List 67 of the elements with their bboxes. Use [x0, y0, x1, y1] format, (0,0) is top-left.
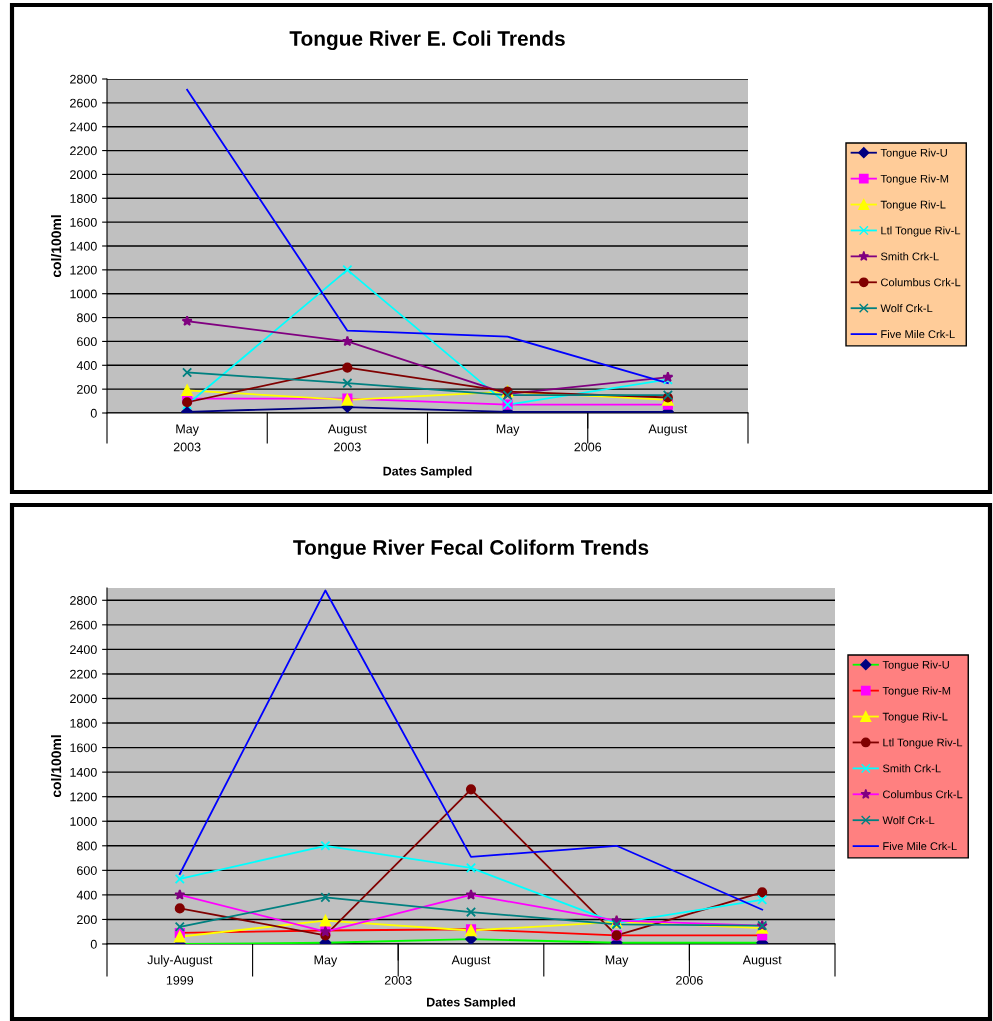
- legend-label: Columbus Crk-L: [883, 790, 963, 799]
- y-tick-label: 400: [76, 361, 97, 370]
- x-axis-title: Dates Sampled: [427, 997, 515, 1009]
- y-tick-label: 1200: [70, 265, 97, 275]
- y-tick-label: 1800: [70, 718, 97, 728]
- y-tick-label: 200: [77, 915, 97, 925]
- x-axis-title: Dates Sampled: [383, 466, 472, 478]
- y-tick-label: 800: [76, 841, 97, 851]
- y-tick-label: 1000: [70, 289, 97, 299]
- y-tick-label: 600: [77, 337, 97, 347]
- y-axis-title: col/100ml: [50, 215, 62, 278]
- legend-label: Five Mile Crk-L: [881, 329, 955, 339]
- y-tick-label: 0: [90, 408, 97, 418]
- legend-label: Wolf Crk-L: [882, 816, 935, 825]
- legend-label: Five Mile Crk-L: [883, 841, 957, 851]
- y-tick-label: 2000: [70, 170, 97, 180]
- text: 1999: [166, 975, 194, 985]
- x-tick-label: May: [314, 955, 338, 967]
- legend-label: Ltl Tongue Riv-L: [881, 226, 961, 237]
- legend-label: Tongue Riv-U: [880, 148, 947, 159]
- legend-label: Smith Crk-L: [882, 764, 941, 773]
- text: 2003: [173, 442, 201, 452]
- legend-label: Wolf Crk-L: [880, 304, 933, 313]
- y-tick-label: 2000: [70, 694, 97, 704]
- y-tick-label: 800: [76, 313, 97, 323]
- y-tick-label: 1800: [70, 194, 97, 203]
- text: 2003: [384, 975, 412, 985]
- x-tick-label: May: [176, 424, 199, 436]
- x-tick-label: August: [451, 955, 491, 967]
- y-tick-label: 2400: [70, 122, 97, 132]
- x-tick-label: August: [648, 424, 688, 436]
- legend-label: Ltl Tongue Riv-L: [883, 738, 963, 749]
- y-axis-title: col/100ml: [50, 735, 62, 798]
- legend-label: Tongue Riv-L: [882, 712, 948, 723]
- y-tick-label: 2800: [70, 74, 97, 84]
- text: 2006: [574, 442, 602, 452]
- x-tick-label: August: [742, 955, 782, 967]
- y-tick-label: 1400: [70, 241, 97, 251]
- x-tick-label: July-August: [147, 955, 213, 967]
- y-tick-label: 2800: [70, 596, 97, 605]
- legend-label: Tongue Riv-L: [880, 200, 946, 211]
- legend-label: Columbus Crk-L: [881, 278, 961, 287]
- y-tick-label: 2400: [70, 645, 97, 655]
- y-tick-label: 400: [76, 890, 97, 900]
- y-tick-label: 0: [90, 939, 97, 949]
- chart-title: Tongue River E. Coli Trends: [289, 30, 565, 51]
- chart-title: Tongue River Fecal Coliform Trends: [293, 539, 649, 560]
- x-tick-label: May: [496, 424, 520, 436]
- y-tick-label: 1600: [70, 743, 97, 753]
- y-tick-label: 1400: [70, 767, 97, 777]
- y-tick-label: 1600: [70, 217, 97, 227]
- y-tick-label: 200: [77, 384, 97, 394]
- y-tick-label: 2600: [70, 98, 97, 108]
- y-tick-label: 1200: [70, 792, 97, 802]
- y-tick-label: 2200: [70, 669, 97, 679]
- x-tick-label: August: [327, 424, 367, 436]
- y-tick-label: 1000: [70, 817, 97, 826]
- text: 2003: [334, 442, 361, 452]
- x-tick-label: May: [605, 955, 629, 967]
- legend-label: Tongue Riv-M: [882, 686, 951, 697]
- legend-label: Smith Crk-L: [880, 252, 939, 261]
- legend-label: Tongue Riv-U: [882, 660, 949, 671]
- text: 2006: [676, 975, 703, 985]
- y-tick-label: 2200: [70, 146, 97, 156]
- y-tick-label: 600: [77, 866, 97, 875]
- y-tick-label: 2600: [70, 620, 97, 630]
- legend-label: Tongue Riv-M: [880, 174, 949, 185]
